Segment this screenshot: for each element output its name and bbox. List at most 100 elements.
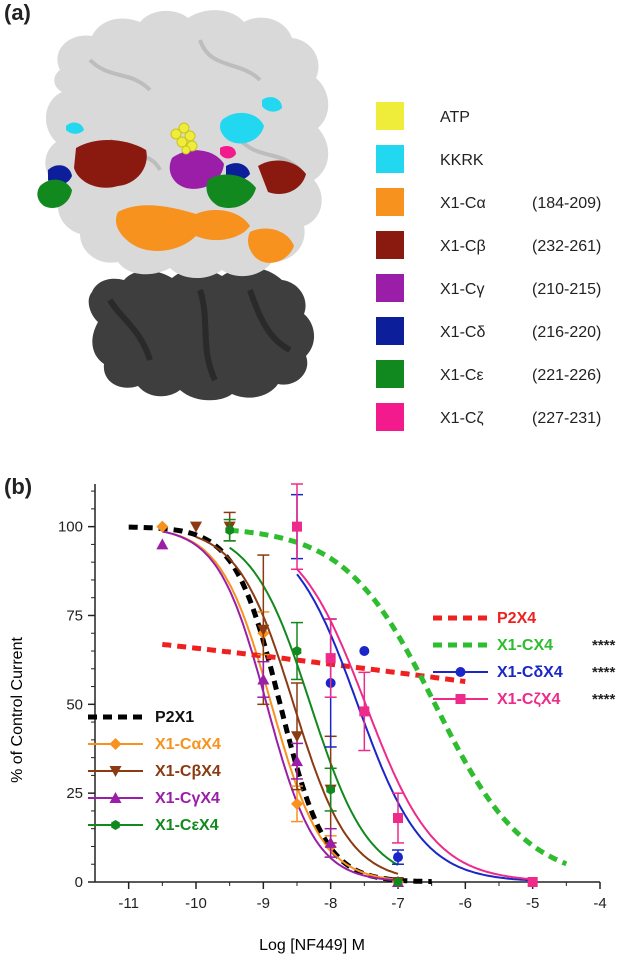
legend-entry: X1-CζX4 **** — [433, 691, 616, 708]
atp-molecule — [170, 122, 198, 155]
fit-curve — [296, 573, 533, 882]
data-point — [292, 521, 302, 532]
legend-label: P2X1 — [155, 709, 194, 726]
panel-b-label: (b) — [4, 474, 33, 499]
legend-swatch — [376, 403, 404, 431]
data-point — [455, 667, 466, 677]
legend-label: X1-CδX4 — [497, 664, 563, 681]
x1-cepsilon-patch — [37, 179, 72, 209]
x-axis-label: Log [NF449] M — [259, 937, 365, 954]
legend-name: X1-Cα — [440, 195, 486, 212]
fit-curve — [128, 524, 432, 885]
y-tick-label: 0 — [75, 874, 83, 891]
legend-label: X1-CγX4 — [155, 790, 220, 807]
data-point — [225, 525, 234, 536]
significance-marker: **** — [592, 637, 616, 654]
kkrk-patch-2 — [262, 97, 282, 112]
x-tick-label: -11 — [118, 895, 139, 912]
fit-curve — [229, 546, 399, 866]
chart-axes: -11 -10 -9 -8 -7 -6 -5 -4 0 25 50 75 100 — [58, 484, 607, 912]
x1-cbeta-patch-2 — [258, 160, 306, 194]
legend-range: (221-226) — [532, 367, 601, 384]
data-points — [156, 483, 538, 888]
legend-range: (232-261) — [532, 238, 601, 255]
x1-czeta-patch — [220, 146, 236, 159]
data-point — [527, 877, 538, 887]
significance-marker: **** — [592, 664, 616, 681]
structure-legend-item: X1-Cα (184-209) — [376, 188, 601, 216]
x1-calpha-patch — [115, 205, 250, 251]
legend-entry: P2X4 — [433, 610, 536, 627]
structure-legend-item: ATP — [376, 102, 470, 130]
fit-curves — [128, 524, 568, 885]
legend-range: (184-209) — [532, 195, 601, 212]
protein-surface-image — [37, 10, 329, 401]
data-point — [326, 784, 335, 795]
x1-cepsilon-patch-2 — [206, 174, 256, 208]
data-point — [325, 653, 336, 664]
legend-range: (227-231) — [532, 410, 601, 427]
significance-marker: **** — [592, 691, 616, 708]
data-point — [291, 755, 303, 767]
protein-structure-panel: ATP KKRK X1-Cα (184-209) X1-Cβ (232-261) X1-Cγ… — [37, 10, 601, 431]
dose-response-chart: -11 -10 -9 -8 -7 -6 -5 -4 0 25 50 75 100 P2X1 X1-CαX4… — [9, 483, 616, 954]
legend-swatch — [376, 102, 404, 130]
legend-right: P2X4 X1-CX4 **** X1-CδX4 **** X1-CζX4 **** — [433, 610, 616, 708]
legend-label: X1-CεX4 — [155, 817, 219, 834]
x-tick-label: -5 — [526, 895, 539, 912]
legend-name: X1-Cε — [440, 367, 484, 384]
legend-entry: X1-CδX4 **** — [433, 664, 616, 681]
x1-calpha-patch-2 — [248, 228, 294, 263]
data-point — [109, 738, 122, 750]
fit-curve — [162, 530, 399, 881]
data-point — [455, 694, 466, 704]
x1-cbeta-patch — [74, 139, 147, 188]
fit-curve — [296, 568, 533, 881]
legend-entry: X1-CγX4 — [88, 790, 220, 807]
legend-name: KKRK — [440, 152, 484, 169]
legend-entry: X1-CβX4 — [88, 763, 221, 780]
structure-legend-item: X1-Cε (221-226) — [376, 360, 601, 388]
data-point — [393, 813, 403, 824]
legend-swatch — [376, 231, 404, 259]
legend-entry: X1-CεX4 — [88, 817, 219, 834]
legend-name: X1-Cδ — [440, 324, 485, 341]
legend-range: (216-220) — [532, 324, 601, 341]
data-point — [190, 521, 202, 533]
legend-name: ATP — [440, 109, 470, 126]
transmembrane-shading — [107, 289, 292, 382]
legend-entry: X1-CX4 **** — [433, 637, 616, 654]
structure-legend-item: X1-Cδ (216-220) — [376, 317, 601, 345]
kkrk-patch — [220, 112, 264, 144]
y-tick-label: 25 — [66, 785, 83, 802]
data-point — [292, 646, 302, 657]
panel-a-label: (a) — [4, 0, 31, 25]
data-point — [111, 820, 120, 830]
y-tick-label: 100 — [58, 519, 83, 536]
x-tick-label: -10 — [185, 895, 207, 912]
legend-label: X1-CζX4 — [497, 691, 560, 708]
legend-swatch — [376, 274, 404, 302]
legend-name: X1-Cζ — [440, 410, 484, 427]
data-point — [291, 731, 303, 743]
y-axis-label: % of Control Current — [9, 637, 26, 783]
y-tick-label: 75 — [66, 607, 83, 624]
data-point — [291, 797, 303, 810]
legend-swatch — [376, 317, 404, 345]
data-point — [359, 706, 370, 717]
structure-legend-item: X1-Cγ (210-215) — [376, 274, 601, 302]
legend-swatch — [376, 145, 404, 173]
legend-swatch — [376, 188, 404, 216]
structure-legend-item: X1-Cβ (232-261) — [376, 231, 601, 259]
y-tick-label: 50 — [66, 696, 83, 713]
data-point — [109, 766, 122, 777]
data-point — [109, 792, 122, 803]
x-tick-label: -4 — [593, 895, 606, 912]
legend-label: P2X4 — [497, 610, 536, 627]
data-point — [257, 624, 270, 636]
data-point — [257, 673, 270, 685]
x-tick-label: -9 — [257, 895, 270, 912]
data-point — [156, 520, 169, 533]
legend-label: X1-CαX4 — [155, 736, 221, 753]
data-point — [156, 538, 169, 550]
